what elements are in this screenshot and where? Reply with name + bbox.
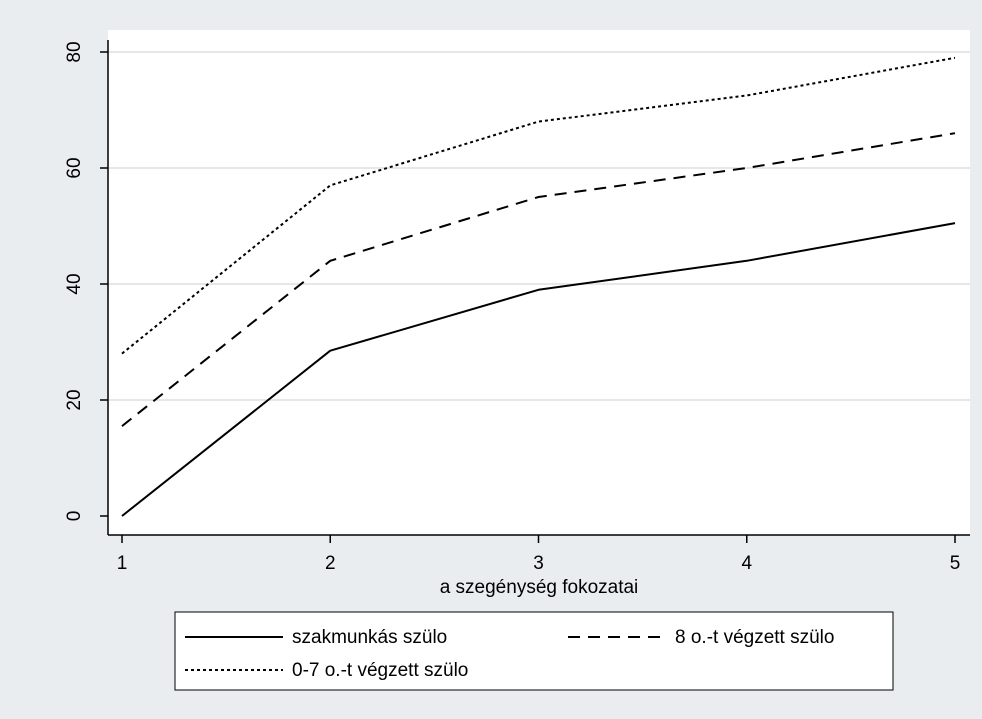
series-line-1: [121, 222, 956, 517]
x-tick-label: 5: [950, 553, 961, 574]
axes: 0 20 40 60 80 1 2 3 4 5: [64, 40, 970, 574]
legend-label-series-2: 8 o.-t végzett szülo: [675, 627, 834, 648]
grid-lines: [108, 51, 970, 401]
series-line-2: [121, 132, 956, 427]
y-tick-label: 0: [64, 511, 85, 522]
x-tick-label: 3: [533, 553, 544, 574]
x-tick-label: 4: [741, 553, 752, 574]
y-tick-label: 60: [64, 157, 85, 178]
y-tick-label: 20: [64, 389, 85, 410]
legend: szakmunkás szülo 8 o.-t végzett szülo 0-…: [174, 611, 894, 691]
x-tick-label: 1: [117, 553, 128, 574]
x-axis-title: a szegénység fokozatai: [440, 577, 639, 598]
legend-box: [174, 611, 894, 691]
legend-label-series-1: szakmunkás szülo: [292, 627, 447, 648]
y-tick-label: 40: [64, 273, 85, 294]
x-tick-label: 2: [325, 553, 336, 574]
plot-area: [108, 30, 970, 535]
series-lines: [121, 56, 956, 517]
y-tick-label: 80: [64, 41, 85, 62]
legend-label-series-3: 0-7 o.-t végzett szülo: [292, 660, 468, 681]
